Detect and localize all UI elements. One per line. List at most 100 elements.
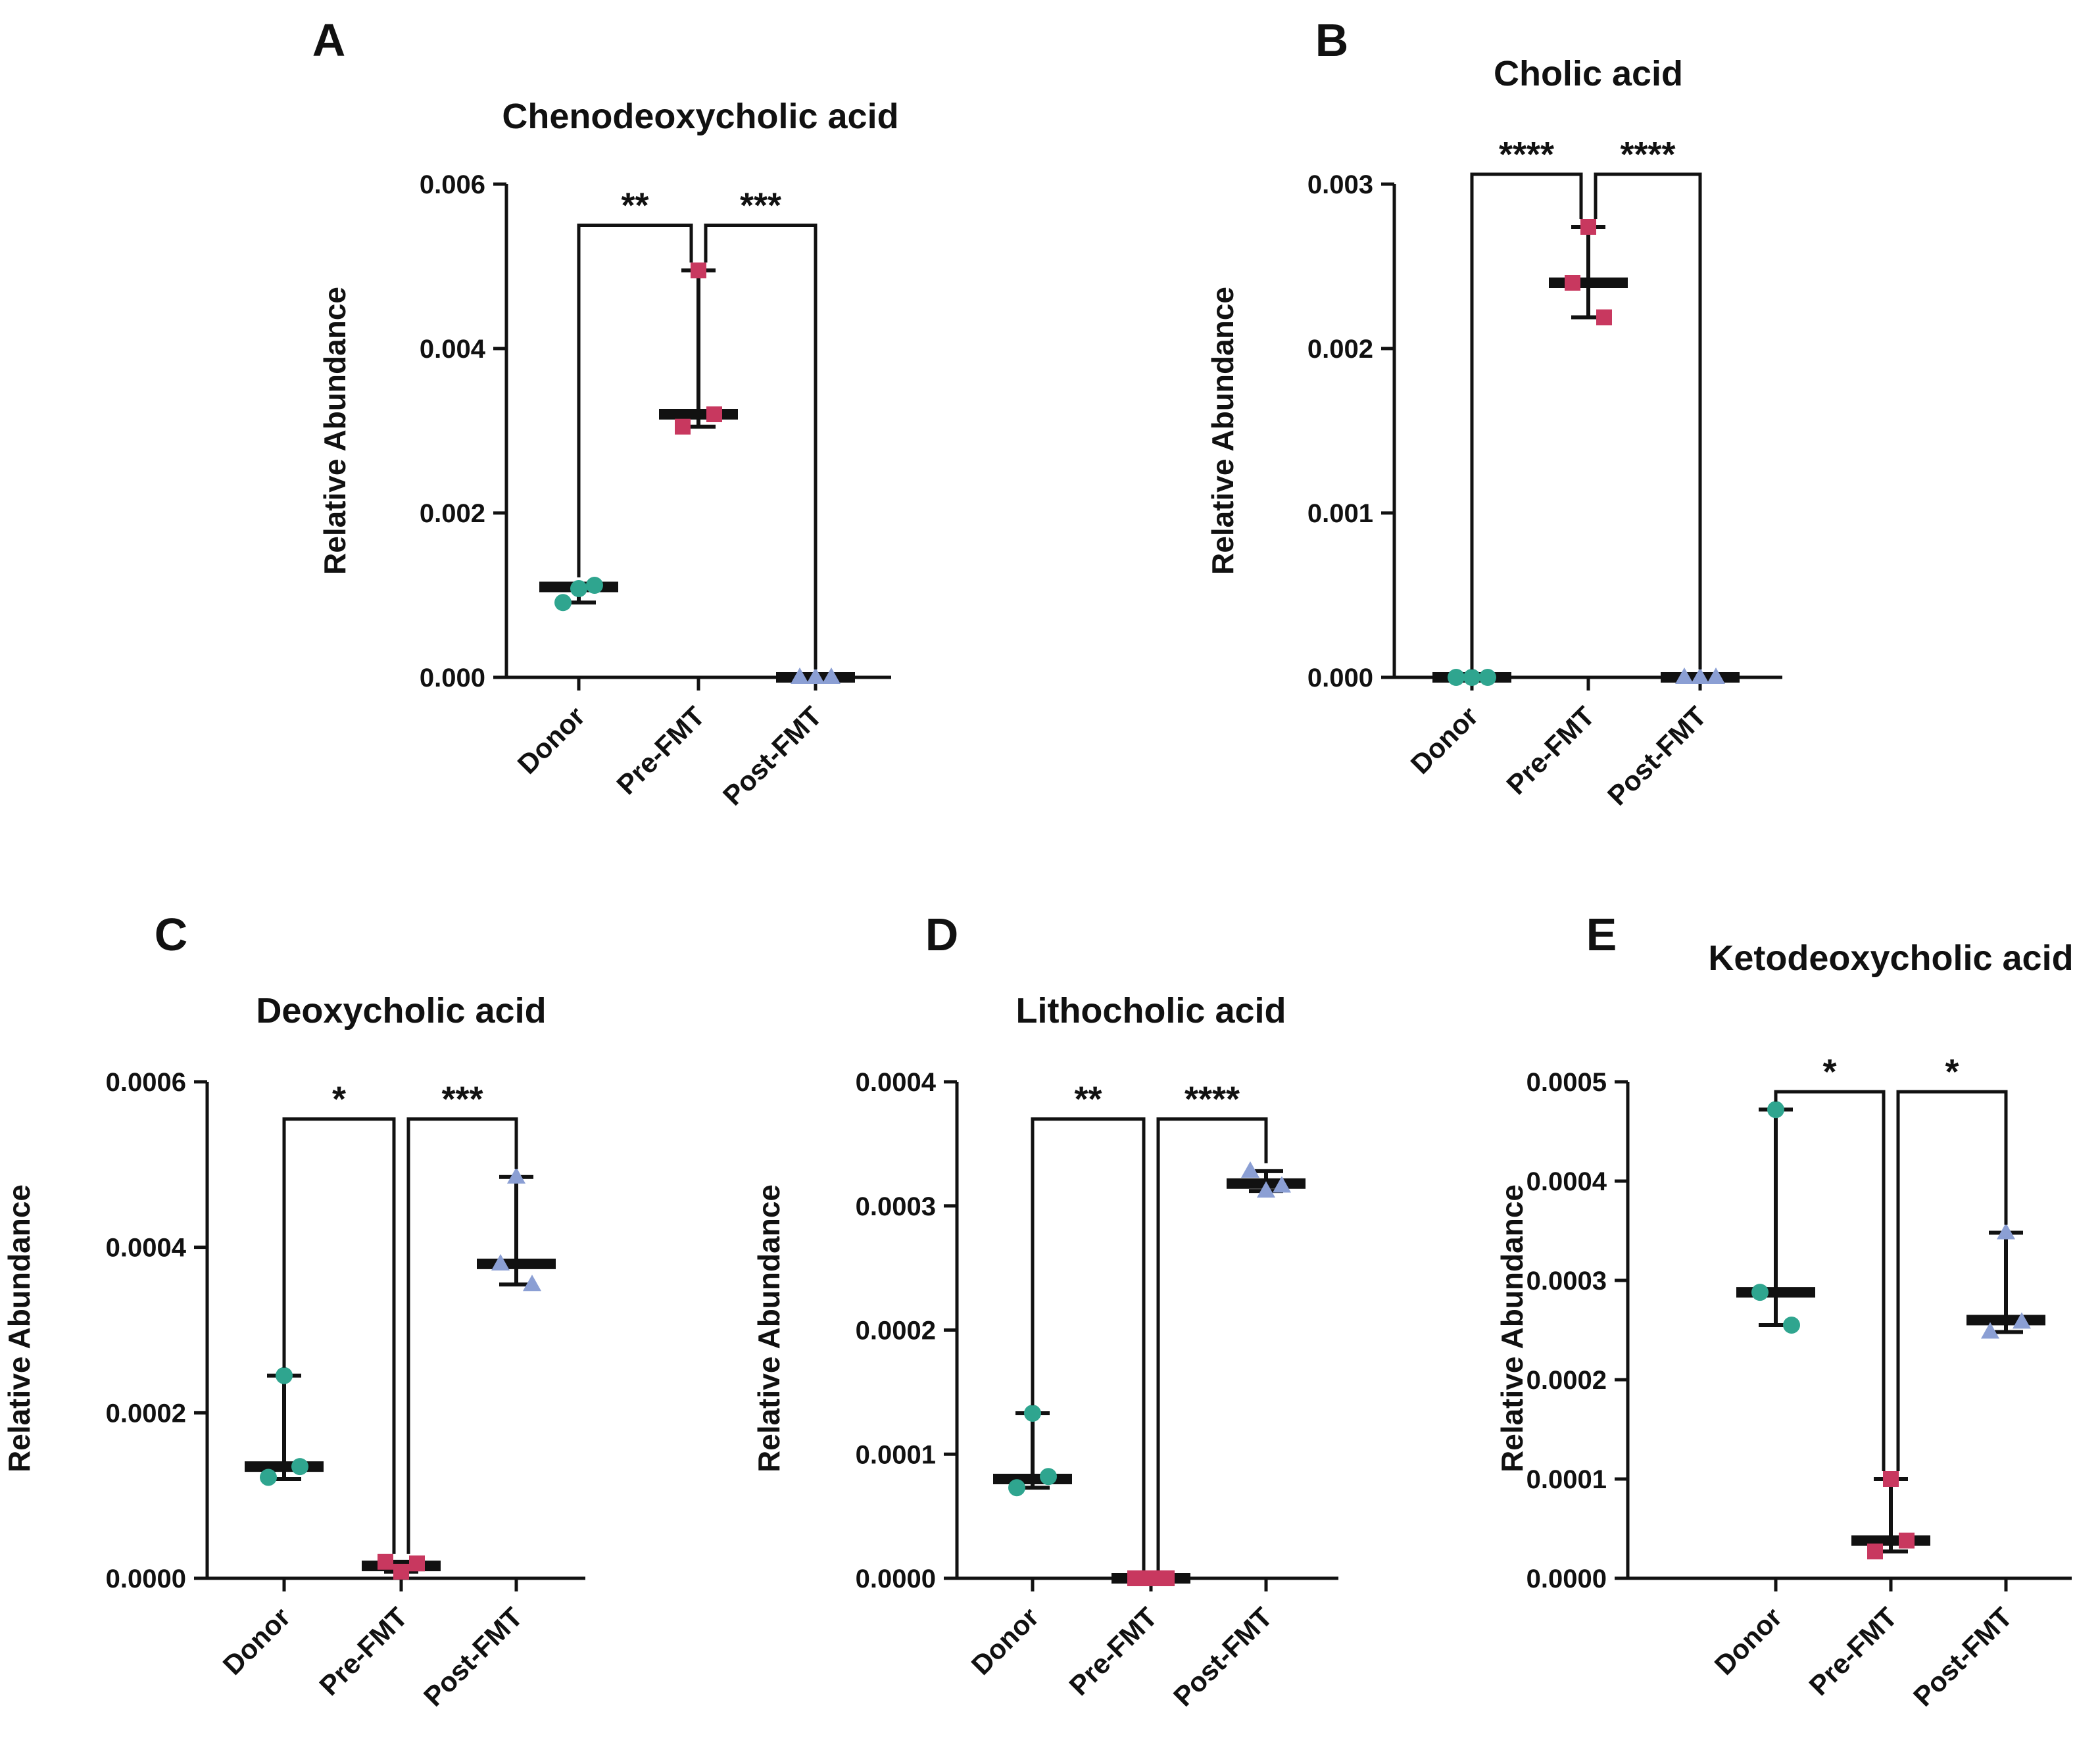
panel-letter: C — [155, 909, 188, 960]
data-point-circle — [1024, 1404, 1041, 1422]
bracket-line — [1156, 1117, 1268, 1570]
series-pre-fmt — [1111, 1570, 1190, 1586]
y-tick-label: 0.0004 — [1526, 1167, 1607, 1196]
chart-title: Ketodeoxycholic acid — [1708, 938, 2073, 978]
y-tick-label: 0.0006 — [106, 1068, 186, 1097]
y-tick-label: 0.0001 — [1526, 1465, 1607, 1494]
x-tick-label-pre-fmt: Pre-FMT — [610, 700, 710, 800]
panel-letter: A — [312, 14, 346, 66]
x-tick-label-donor: Donor — [965, 1601, 1045, 1681]
data-point-square — [1883, 1471, 1899, 1487]
significance-bracket: * — [1896, 1052, 2008, 1471]
x-tick-label-pre-fmt: Pre-FMT — [1803, 1601, 1903, 1701]
x-tick-label-donor: Donor — [512, 700, 591, 780]
chart-title: Chenodeoxycholic acid — [502, 97, 898, 136]
series-post-fmt — [1661, 667, 1740, 684]
x-tick-label-pre-fmt: Pre-FMT — [1063, 1601, 1163, 1701]
data-point-square — [691, 262, 706, 279]
data-point-triangle — [1997, 1223, 2015, 1240]
data-point-triangle — [523, 1274, 541, 1292]
data-point-triangle — [791, 667, 809, 684]
series-post-fmt — [776, 667, 855, 684]
y-tick-label: 0.006 — [420, 170, 485, 199]
data-point-circle — [1751, 1284, 1769, 1301]
y-axis-label: Relative Abundance — [318, 287, 352, 575]
series-post-fmt — [477, 1167, 556, 1292]
data-point-triangle — [507, 1167, 525, 1184]
y-tick-label: 0.002 — [1307, 335, 1373, 364]
x-tick-label-donor: Donor — [217, 1601, 297, 1681]
bracket-line — [1470, 172, 1583, 669]
significance-bracket: **** — [1156, 1080, 1268, 1570]
significance-bracket: * — [1774, 1052, 1886, 1471]
data-point-circle — [1008, 1479, 1025, 1497]
data-point-square — [1580, 219, 1596, 235]
y-tick-label: 0.0003 — [856, 1192, 936, 1221]
chart-title: Lithocholic acid — [1015, 991, 1286, 1031]
data-point-square — [409, 1555, 425, 1572]
bracket-line — [1031, 1117, 1146, 1570]
y-tick-label: 0.0005 — [1526, 1068, 1607, 1097]
data-point-square — [1867, 1543, 1883, 1560]
significance-bracket: * — [282, 1080, 396, 1554]
x-tick-label-pre-fmt: Pre-FMT — [313, 1601, 413, 1701]
panel-c: C Deoxycholic acid Relative Abundance 0.000… — [2, 909, 585, 1712]
data-point-triangle — [1981, 1322, 1999, 1339]
bracket-line — [282, 1117, 396, 1554]
y-tick-label: 0.0002 — [1526, 1366, 1607, 1395]
y-axis-label: Relative Abundance — [1495, 1184, 1529, 1472]
x-tick-label-pre-fmt: Pre-FMT — [1500, 700, 1600, 800]
y-tick-label: 0.000 — [420, 664, 485, 692]
data-point-triangle — [1273, 1176, 1291, 1193]
series-donor — [993, 1404, 1072, 1497]
bracket-line — [406, 1117, 518, 1554]
x-tick-label-post-fmt: Post-FMT — [1601, 700, 1713, 812]
x-tick-label-post-fmt: Post-FMT — [418, 1601, 529, 1712]
data-point-square — [1596, 309, 1612, 326]
data-point-square — [1899, 1532, 1915, 1549]
x-tick-label-post-fmt: Post-FMT — [717, 700, 828, 812]
series-donor — [245, 1367, 324, 1486]
bracket-line — [1594, 172, 1702, 669]
significance-bracket: *** — [704, 186, 818, 669]
data-point-triangle — [822, 667, 841, 684]
panel-b: B Cholic acid Relative Abundance 0.000 0.001… — [1206, 14, 1782, 812]
data-point-circle — [276, 1367, 293, 1384]
y-tick-label: 0.0002 — [106, 1399, 186, 1428]
data-point-circle — [291, 1458, 308, 1476]
x-tick-label-post-fmt: Post-FMT — [1167, 1601, 1279, 1712]
x-tick-label-donor: Donor — [1405, 700, 1484, 780]
series-pre-fmt — [1549, 219, 1628, 326]
chart-title: Deoxycholic acid — [256, 991, 546, 1031]
bracket-line — [1774, 1090, 1886, 1471]
series-donor — [1736, 1101, 1815, 1334]
significance-label: ** — [621, 186, 648, 226]
data-point-square — [378, 1553, 393, 1570]
data-point-square — [706, 406, 722, 422]
significance-bracket: **** — [1470, 135, 1583, 669]
chart-title: Cholic acid — [1494, 54, 1683, 93]
significance-label: * — [332, 1080, 346, 1119]
data-point-circle — [570, 580, 587, 597]
data-point-square — [1127, 1570, 1143, 1586]
y-tick-label: 0.001 — [1307, 499, 1373, 528]
significance-label: * — [1822, 1052, 1836, 1092]
significance-bracket: *** — [406, 1080, 518, 1554]
data-point-circle — [554, 594, 572, 612]
y-tick-label: 0.0000 — [1526, 1564, 1607, 1593]
y-tick-label: 0.004 — [420, 335, 486, 364]
data-point-square — [1159, 1570, 1175, 1586]
y-tick-label: 0.0003 — [1526, 1267, 1607, 1296]
y-tick-label: 0.0002 — [856, 1317, 936, 1346]
panel-letter: B — [1315, 14, 1349, 66]
significance-label: **** — [1184, 1080, 1240, 1119]
bracket-line — [704, 224, 818, 669]
data-point-square — [1565, 275, 1580, 291]
series-donor — [539, 577, 618, 612]
data-point-circle — [260, 1468, 277, 1486]
data-point-circle — [586, 577, 603, 594]
y-tick-label: 0.0000 — [106, 1564, 186, 1593]
data-point-triangle — [1257, 1181, 1275, 1198]
